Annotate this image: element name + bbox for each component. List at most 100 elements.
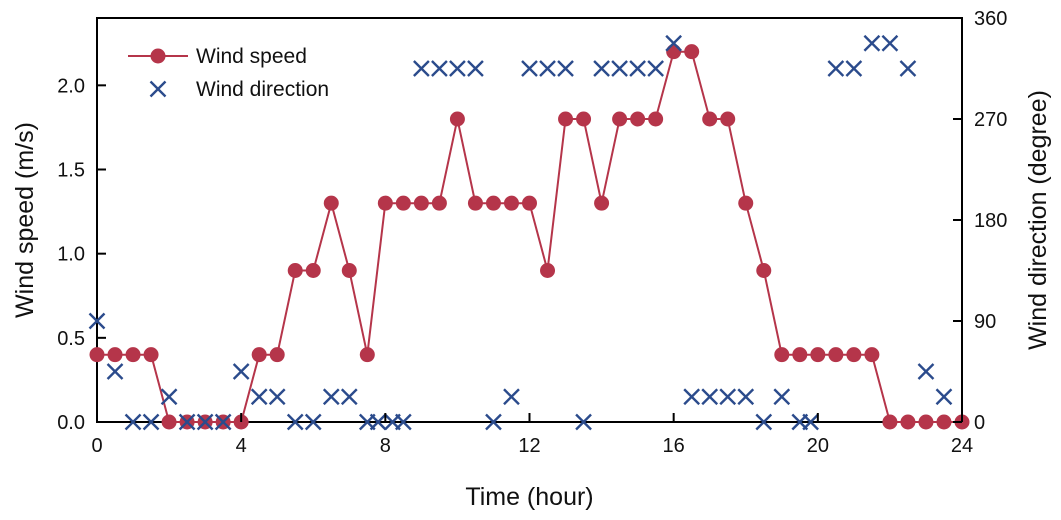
- wind-direction-point: [467, 60, 484, 77]
- wind-speed-point: [251, 347, 267, 363]
- wind-direction-point: [88, 312, 106, 330]
- wind-direction-point: [701, 388, 719, 406]
- legend-entry-wind-direction: Wind direction: [196, 78, 329, 101]
- wind-direction-point: [431, 60, 448, 77]
- wind-direction-point: [268, 388, 286, 406]
- wind-direction-point: [575, 413, 592, 431]
- wind-speed-point: [666, 44, 682, 60]
- legend-swatch-wind-direction-marker: [149, 80, 167, 98]
- wind-speed-point: [540, 263, 556, 278]
- wind-speed-point: [576, 111, 592, 127]
- legend-swatch-wind-speed-marker: [150, 48, 166, 64]
- wind-direction-point: [557, 60, 574, 77]
- wind-speed-point: [918, 414, 934, 430]
- wind-direction-point: [521, 60, 538, 77]
- wind-direction-point: [106, 363, 124, 380]
- wind-direction-point: [611, 60, 628, 77]
- wind-direction-point: [232, 363, 250, 380]
- y2-tick-label: 0: [974, 412, 985, 434]
- wind-speed-point: [846, 347, 862, 363]
- y2-tick-label: 180: [974, 210, 1007, 232]
- wind-speed-series: [89, 44, 970, 430]
- y-tick-label: 1.5: [57, 160, 85, 182]
- wind-speed-point: [287, 263, 303, 278]
- wind-direction-point: [449, 60, 466, 77]
- y-tick-label: 2.0: [57, 75, 85, 97]
- wind-speed-point: [738, 195, 754, 211]
- wind-direction-point: [683, 388, 701, 406]
- wind-direction-point: [539, 60, 556, 77]
- wind-speed-point: [125, 347, 141, 363]
- wind-speed-point: [467, 195, 483, 211]
- wind-speed-point: [413, 195, 429, 211]
- wind-speed-point: [882, 414, 898, 430]
- y-tick-label: 0.5: [57, 328, 85, 350]
- wind-speed-point: [792, 347, 808, 363]
- x-tick-label: 4: [236, 435, 247, 457]
- wind-speed-point: [612, 111, 628, 127]
- wind-speed-point: [936, 414, 952, 430]
- wind-direction-point: [593, 60, 610, 77]
- wind-direction-point: [340, 388, 358, 406]
- wind-direction-point: [322, 388, 340, 406]
- axes: 0 4 8 12 16 20 24 0.0 0.5 1.0 1.5 2.0 0 90 180 270 360: [57, 8, 1007, 457]
- legend-entry-wind-speed: Wind speed: [196, 45, 307, 68]
- wind-direction-point: [665, 34, 683, 52]
- wind-direction-point: [773, 388, 791, 406]
- y2-tick-label: 90: [974, 311, 996, 333]
- wind-direction-point: [737, 388, 755, 406]
- wind-speed-point: [377, 195, 393, 211]
- wind-direction-point: [503, 388, 520, 406]
- wind-direction-point: [827, 60, 845, 77]
- wind-speed-point: [828, 347, 844, 363]
- wind-speed-point: [630, 111, 646, 127]
- wind-speed-point: [900, 414, 916, 430]
- wind-speed-point: [864, 347, 880, 363]
- wind-speed-point: [756, 263, 772, 278]
- wind-direction-point: [413, 60, 430, 77]
- wind-speed-point: [143, 347, 159, 363]
- wind-direction-point: [899, 60, 917, 77]
- wind-speed-point: [431, 195, 447, 211]
- wind-direction-point: [395, 413, 412, 431]
- wind-speed-point: [305, 263, 321, 278]
- wind-speed-point: [323, 195, 339, 211]
- wind-speed-point: [810, 347, 826, 363]
- wind-speed-point: [485, 195, 501, 211]
- wind-direction-point: [142, 413, 160, 431]
- wind-direction-point: [719, 388, 737, 406]
- wind-direction-point: [845, 60, 863, 77]
- wind-direction-point: [485, 413, 502, 431]
- wind-direction-point: [160, 388, 178, 406]
- wind-direction-point: [917, 363, 935, 380]
- wind-speed-point: [161, 414, 177, 430]
- x-tick-label: 0: [91, 435, 102, 457]
- wind-direction-point: [881, 34, 899, 52]
- wind-speed-point: [594, 195, 610, 211]
- y2-axis-label: Wind direction (degree): [1024, 90, 1052, 350]
- wind-direction-point: [755, 413, 773, 431]
- wind-direction-point: [935, 388, 953, 406]
- x-tick-label: 12: [518, 435, 540, 457]
- wind-direction-point: [647, 60, 664, 77]
- wind-speed-point: [774, 347, 790, 363]
- wind-speed-point: [269, 347, 285, 363]
- wind-direction-point: [250, 388, 268, 406]
- y-tick-label: 1.0: [57, 244, 85, 266]
- wind-speed-point: [503, 195, 519, 211]
- y2-tick-label: 360: [974, 8, 1007, 30]
- wind-speed-point: [648, 111, 664, 127]
- wind-speed-point: [684, 44, 700, 60]
- wind-speed-line: [97, 50, 962, 423]
- wind-speed-point: [107, 347, 123, 363]
- wind-speed-point: [341, 263, 357, 278]
- wind-speed-point: [702, 111, 718, 127]
- x-tick-label: 16: [663, 435, 685, 457]
- x-axis-label: Time (hour): [465, 483, 593, 511]
- y2-tick-label: 270: [974, 109, 1007, 131]
- wind-direction-point: [286, 413, 304, 431]
- x-tick-label: 20: [807, 435, 829, 457]
- wind-speed-point: [89, 347, 105, 363]
- wind-direction-point: [304, 413, 322, 431]
